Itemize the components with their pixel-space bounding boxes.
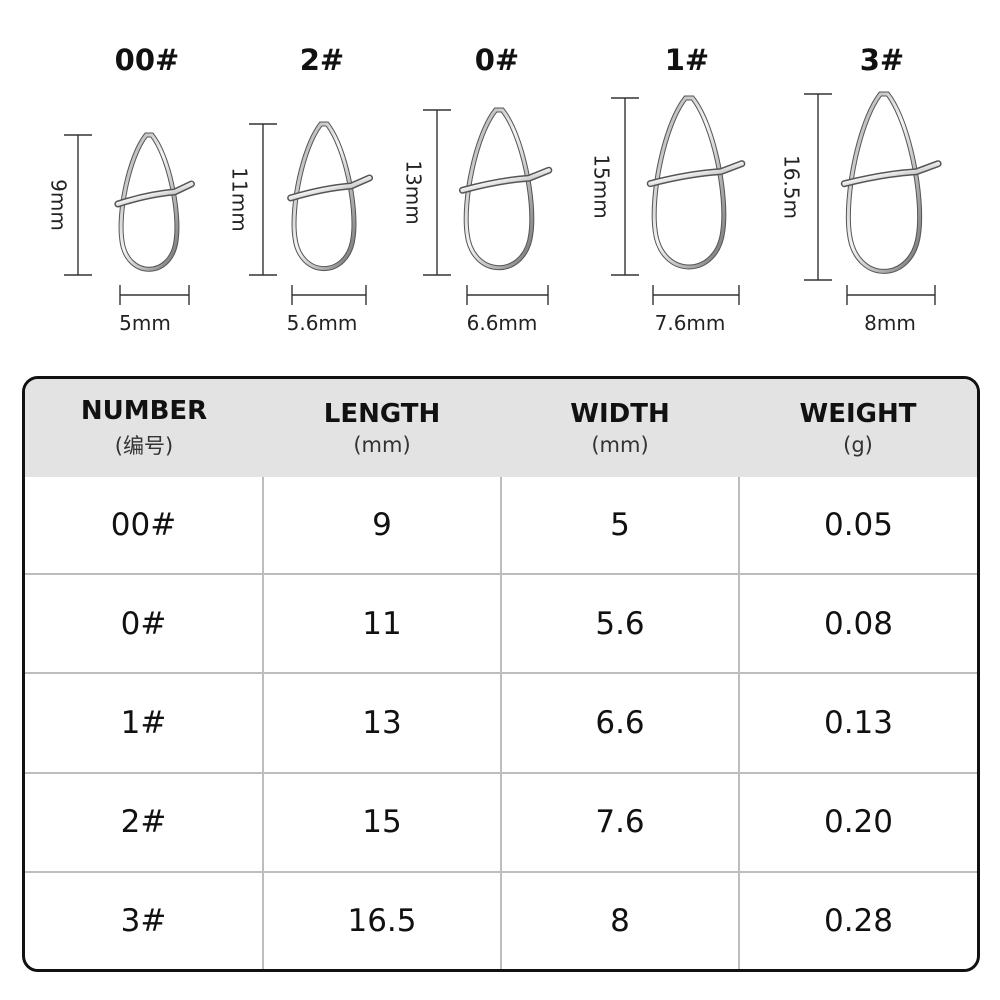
- snap-wire: [846, 92, 922, 273]
- snap-clasp: [842, 161, 941, 186]
- length-label: 9mm: [47, 179, 71, 231]
- table-row: 1# 13 6.6 0.13: [25, 672, 977, 774]
- cell-width: 7.6: [500, 771, 740, 874]
- length-label: 11mm: [228, 167, 252, 231]
- snap-wire: [652, 96, 726, 269]
- size-label: 0#: [475, 43, 519, 77]
- table-header-row: NUMBER (编号) LENGTH (mm) WIDTH (mm) WEIGHT (g…: [25, 379, 977, 477]
- header-number: NUMBER (编号): [80, 396, 208, 458]
- cell-weight: 0.08: [738, 572, 977, 675]
- cell-number: 0#: [25, 572, 264, 675]
- cell-weight: 0.20: [738, 771, 977, 874]
- snap-clasp: [288, 175, 372, 200]
- snap-clasp: [115, 182, 194, 206]
- length-label: 13mm: [402, 160, 426, 224]
- size-label: 2#: [300, 43, 344, 77]
- cell-number: 2#: [25, 771, 264, 874]
- cell-length: 15: [262, 771, 502, 874]
- cell-width: 5.6: [500, 572, 740, 675]
- cell-length: 11: [262, 572, 502, 675]
- width-label: 5mm: [119, 311, 171, 335]
- snap-item: 0# 13mm 6.6mm: [402, 43, 553, 335]
- header-width: WIDTH (mm): [570, 399, 670, 457]
- table-row: 0# 11 5.6 0.08: [25, 572, 977, 675]
- snap-wire: [292, 122, 356, 271]
- snap-item: 3# 16.5m 8mm: [780, 43, 942, 335]
- cell-number: 3#: [25, 871, 264, 969]
- cell-number: 1#: [25, 672, 264, 774]
- size-label: 3#: [860, 43, 904, 77]
- cell-weight: 0.28: [738, 871, 977, 969]
- header-weight: WEIGHT (g): [799, 399, 917, 457]
- cell-length: 16.5: [262, 871, 502, 969]
- snap-size-illustration: 00# 9mm 5mm 2# 11mm 5.6mm 0# 13mm 6.6mm 1# 15mm 7.6…: [0, 0, 1000, 350]
- width-label: 7.6mm: [655, 311, 726, 335]
- snap-item: 2# 11mm 5.6mm: [228, 43, 374, 335]
- cell-weight: 0.05: [738, 477, 977, 575]
- width-label: 8mm: [864, 311, 916, 335]
- snap-clasp: [648, 161, 744, 186]
- size-label: 1#: [665, 43, 709, 77]
- cell-width: 6.6: [500, 672, 740, 774]
- width-label: 5.6mm: [287, 311, 358, 335]
- width-label: 6.6mm: [467, 311, 538, 335]
- cell-width: 8: [500, 871, 740, 969]
- snap-item: 00# 9mm 5mm: [47, 43, 195, 335]
- snap-wire: [464, 108, 534, 269]
- length-label: 15mm: [590, 154, 614, 218]
- snap-wire: [119, 133, 179, 271]
- cell-number: 00#: [25, 477, 264, 575]
- cell-length: 13: [262, 672, 502, 774]
- snap-item: 1# 15mm 7.6mm: [590, 43, 746, 335]
- table-row: 3# 16.5 8 0.28: [25, 871, 977, 969]
- snap-clasp: [460, 168, 551, 193]
- table-row: 2# 15 7.6 0.20: [25, 771, 977, 874]
- snap-diagram: 00# 9mm 5mm 2# 11mm 5.6mm 0# 13mm 6.6mm 1# 15mm 7.6…: [47, 43, 942, 335]
- header-length: LENGTH (mm): [323, 399, 441, 457]
- size-label: 00#: [115, 43, 180, 77]
- table-row: 00# 9 5 0.05: [25, 477, 977, 575]
- cell-length: 9: [262, 477, 502, 575]
- spec-table: NUMBER (编号) LENGTH (mm) WIDTH (mm) WEIGHT (g…: [22, 376, 980, 972]
- cell-weight: 0.13: [738, 672, 977, 774]
- cell-width: 5: [500, 477, 740, 575]
- length-label: 16.5m: [780, 155, 804, 219]
